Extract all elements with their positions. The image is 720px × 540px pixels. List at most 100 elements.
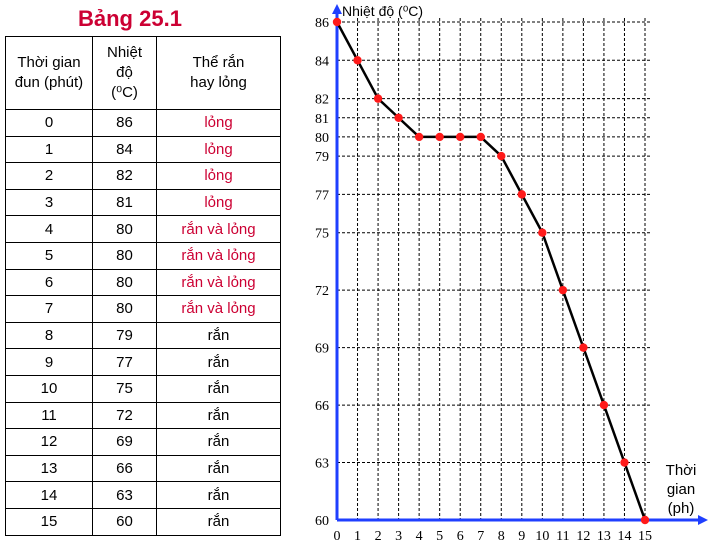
- y-tick-labels: 86 84 82 81 80 79 77 75 72 69 66 63 60: [315, 16, 329, 529]
- y-tick-label: 82: [315, 93, 329, 108]
- table-body: 0 86 lỏng 1 84 lỏng 2 82 lỏng 3 81 lỏng 4 80 rắn và lỏ…: [5, 109, 281, 536]
- cell-temperature: 80: [92, 215, 157, 243]
- data-point: [579, 343, 588, 352]
- x-tick-label: 7: [477, 529, 484, 540]
- cell-state: rắn: [156, 348, 281, 376]
- cell-state: rắn: [156, 481, 281, 509]
- header-line: đun (phút): [14, 74, 84, 91]
- data-table: Thời gian đun (phút) Nhiệt độ (⁰C) Thể rắn h…: [5, 36, 281, 536]
- x-axis-label-line: gian: [667, 481, 695, 498]
- x-tick-label: 14: [617, 529, 631, 540]
- data-point: [476, 132, 485, 142]
- cell-time: 12: [5, 428, 93, 456]
- cell-temperature: 60: [92, 507, 157, 536]
- x-tick-label: 0: [334, 529, 341, 540]
- page-title: Bảng 25.1: [78, 6, 182, 31]
- cell-temperature: 72: [92, 401, 157, 430]
- data-point: [373, 94, 383, 103]
- table-row: 0 86 lỏng: [5, 109, 281, 137]
- x-tick-label: 2: [375, 529, 382, 540]
- cell-temperature: 79: [92, 321, 157, 350]
- cell-state: rắn: [156, 321, 281, 350]
- y-tick-label: 81: [315, 112, 329, 127]
- y-tick-label: 80: [315, 131, 329, 146]
- y-tick-label: 69: [315, 342, 329, 357]
- cell-time: 2: [5, 162, 93, 190]
- data-point: [517, 190, 526, 199]
- header-line: Thể rắn: [192, 54, 245, 71]
- header-line: Nhiệt: [106, 44, 143, 61]
- cell-temperature: 69: [92, 428, 157, 456]
- cell-time: 3: [5, 188, 93, 217]
- cell-time: 0: [5, 109, 93, 137]
- cell-state: lỏng: [156, 188, 281, 217]
- y-tick-label: 63: [315, 457, 329, 472]
- header-state: Thể rắn hay lỏng: [156, 36, 281, 110]
- cell-state: lỏng: [156, 135, 281, 164]
- x-tick-labels: 0 1 2 3 4 5 6 7 8 9 10 11 12 13 14 15: [334, 529, 653, 540]
- data-point: [414, 132, 424, 142]
- y-tick-label: 79: [315, 150, 329, 165]
- data-point: [435, 132, 444, 142]
- y-tick-label: 66: [315, 399, 329, 414]
- header-time: Thời gian đun (phút): [5, 36, 93, 110]
- data-point: [353, 56, 362, 65]
- cell-state: rắn và lỏng: [156, 268, 281, 297]
- table-row: 8 79 rắn: [5, 321, 281, 350]
- x-axis-arrow: [698, 515, 708, 525]
- x-tick-label: 6: [457, 529, 464, 540]
- cell-state: rắn và lỏng: [156, 215, 281, 243]
- x-tick-label: 4: [416, 529, 423, 540]
- cell-time: 13: [5, 454, 93, 483]
- x-tick-label: 8: [498, 529, 505, 540]
- x-axis-label-line: (ph): [668, 500, 695, 517]
- cell-time: 9: [5, 348, 93, 376]
- y-tick-label: 60: [315, 514, 329, 529]
- cell-temperature: 86: [92, 109, 157, 137]
- temperature-line: [335, 21, 647, 521]
- table-row: 14 63 rắn: [5, 481, 281, 509]
- data-point: [599, 400, 609, 410]
- axes: [332, 4, 708, 525]
- x-tick-label: 5: [436, 529, 443, 540]
- table-row: 12 69 rắn: [5, 428, 281, 456]
- x-tick-label: 11: [556, 529, 569, 540]
- x-tick-label: 1: [354, 529, 361, 540]
- data-point: [538, 228, 547, 237]
- y-axis-label: Nhiệt độ (⁰C): [342, 3, 423, 19]
- data-point: [456, 132, 465, 142]
- table-row: 13 66 rắn: [5, 454, 281, 483]
- y-tick-label: 84: [315, 54, 329, 69]
- cell-temperature: 80: [92, 241, 157, 270]
- table-row: 9 77 rắn: [5, 348, 281, 376]
- grid-horizontal: [337, 21, 651, 464]
- cell-state: rắn: [156, 507, 281, 536]
- x-tick-label: 12: [576, 529, 590, 540]
- series-markers: [332, 17, 650, 525]
- y-tick-label: 77: [315, 188, 329, 203]
- y-tick-label: 72: [315, 284, 329, 299]
- table-row: 6 80 rắn và lỏng: [5, 268, 281, 297]
- table-row: 3 81 lỏng: [5, 188, 281, 217]
- cell-temperature: 80: [92, 268, 157, 297]
- cell-time: 15: [5, 507, 93, 536]
- x-tick-label: 3: [395, 529, 402, 540]
- y-tick-label: 75: [315, 227, 329, 242]
- cell-temperature: 80: [92, 295, 157, 323]
- data-point: [640, 515, 650, 525]
- data-point: [620, 458, 629, 467]
- cell-temperature: 82: [92, 162, 157, 190]
- header-line: Thời gian: [17, 54, 81, 71]
- data-point: [394, 113, 403, 122]
- data-point: [497, 151, 506, 161]
- x-axis-label-line: Thời: [666, 462, 697, 479]
- table-row: 10 75 rắn: [5, 374, 281, 403]
- y-tick-label: 86: [315, 16, 329, 31]
- y-axis-arrow: [332, 4, 342, 14]
- grid-vertical: [357, 18, 646, 520]
- cell-temperature: 75: [92, 374, 157, 403]
- x-tick-label: 9: [518, 529, 525, 540]
- header-line: độ: [116, 64, 133, 81]
- header-line: (⁰C): [111, 84, 138, 101]
